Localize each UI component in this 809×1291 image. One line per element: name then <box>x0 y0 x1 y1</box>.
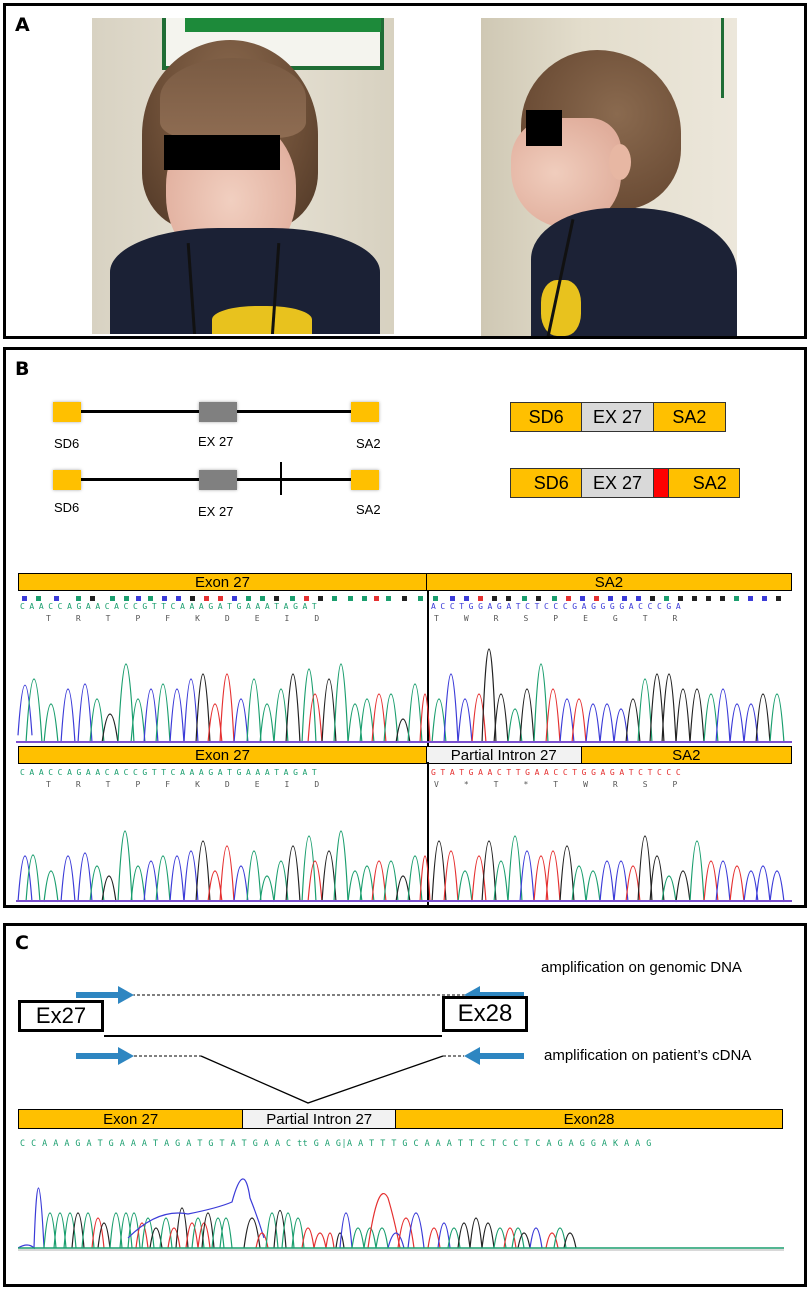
mutant-sa2: SA2 <box>668 469 739 497</box>
ex27-label-2: EX 27 <box>198 504 234 519</box>
panel-b-letter: B <box>15 358 30 380</box>
ex27-exon-2 <box>199 470 237 490</box>
cdna-reverse-primer-arrow-icon <box>464 1047 524 1065</box>
ex27-box: Ex27 <box>18 1000 104 1032</box>
panel-c-letter: C <box>15 932 29 954</box>
top-aa-left: TRTPFKDEID <box>46 614 345 623</box>
ex27-label-1: EX 27 <box>198 434 234 449</box>
bottom-sa2-bar: SA2 <box>581 747 791 764</box>
cdna-amplification-schematic <box>76 1047 524 1104</box>
sa2-exon-1 <box>351 402 379 422</box>
top-sequence-left: CAACCAGAACACCGTTCAAAGATGAAATAGAT <box>20 602 322 611</box>
wall-frame-edge <box>721 18 732 98</box>
panel-b: B SD6 EX 27 SA2 SD6 EX 27 SA2 SD6 EX 27 … <box>3 347 807 908</box>
forward-primer-arrow-icon <box>76 986 134 1004</box>
bottom-chromatogram-trace <box>16 830 792 903</box>
ex27-exon-1 <box>199 402 237 422</box>
mutant-transcript: SD6 EX 27 SA2 <box>510 468 740 498</box>
top-basecall-markers <box>22 596 781 601</box>
c-exon27-bar: Exon 27 <box>19 1110 244 1128</box>
mutant-sd6: SD6 <box>511 469 583 497</box>
c-partial-intron-bar: Partial Intron 27 <box>243 1110 397 1128</box>
bottom-sequence-right: GTATGAACTTGAACCTGGAGATCTCCC <box>431 768 686 777</box>
c-annotation-bar: Exon 27 Partial Intron 27 Exon28 <box>18 1109 783 1129</box>
mutation-tick <box>280 462 282 495</box>
top-sequence-right: ACCTGGAGATCTCCCGAGGGGACCCGA <box>431 602 686 611</box>
sd6-exon-1 <box>53 402 81 422</box>
top-annotation-bar: Exon 27 SA2 <box>18 573 792 591</box>
eye-mask <box>164 135 280 170</box>
bottom-exon27-bar: Exon 27 <box>19 747 427 764</box>
bottom-aa-left: TRTPFKDEID <box>46 780 345 789</box>
bottom-annotation-bar: Exon 27 Partial Intron 27 SA2 <box>18 746 792 764</box>
normal-sa2: SA2 <box>653 403 726 431</box>
genomic-dna-label: amplification on genomic DNA <box>541 959 742 976</box>
c-sequence: C C A A A G A T G A A A T A G A T G T A … <box>20 1138 652 1148</box>
sa2-exon-2 <box>351 470 379 490</box>
ex28-box: Ex28 <box>442 996 528 1032</box>
sa2-label-1: SA2 <box>356 436 381 451</box>
normal-ex27: EX 27 <box>582 403 654 431</box>
top-aa-right: TWRSPEGTR <box>434 614 703 623</box>
sd6-exon-2 <box>53 470 81 490</box>
top-chromatogram-trace <box>16 648 792 744</box>
frame-green-strip <box>185 18 381 32</box>
intron-retention-red <box>653 469 669 497</box>
eye-mask <box>526 110 562 146</box>
cdna-forward-primer-arrow-icon <box>76 1047 134 1065</box>
patient-cdna-label: amplification on patient’s cDNA <box>544 1047 752 1064</box>
panel-a-letter: A <box>15 14 30 36</box>
sd6-label-1: SD6 <box>54 436 80 451</box>
bangs <box>160 58 306 138</box>
top-junction-line <box>427 590 429 746</box>
profile-photo <box>481 18 737 336</box>
c-exon28-bar: Exon28 <box>396 1110 782 1128</box>
normal-sd6: SD6 <box>511 403 583 431</box>
panel-a: A <box>3 3 807 339</box>
bottom-junction-line <box>427 762 429 908</box>
c-chromatogram-trace <box>18 1178 784 1251</box>
bottom-aa-right: V*T*TWRSP <box>434 780 703 789</box>
genomic-amplification-schematic <box>76 986 524 1037</box>
bottom-sequence-left: CAACCAGAACACCGTTCAAAGATGAAATAGAT <box>20 768 322 777</box>
mutant-ex27: EX 27 <box>582 469 654 497</box>
shirt-print <box>212 306 312 334</box>
normal-transcript: SD6 EX 27 SA2 <box>510 402 726 432</box>
ear <box>609 144 631 180</box>
panel-c: C amplification on genomic DNA Ex27 Ex28 <box>3 923 807 1287</box>
frontal-photo <box>92 18 394 334</box>
sd6-label-2: SD6 <box>54 500 80 515</box>
sa2-label-2: SA2 <box>356 502 381 517</box>
top-exon27-bar: Exon 27 <box>19 574 427 591</box>
shirt-print <box>541 280 581 336</box>
top-sa2-bar: SA2 <box>426 574 791 591</box>
bottom-partial-intron-bar: Partial Intron 27 <box>426 747 582 764</box>
